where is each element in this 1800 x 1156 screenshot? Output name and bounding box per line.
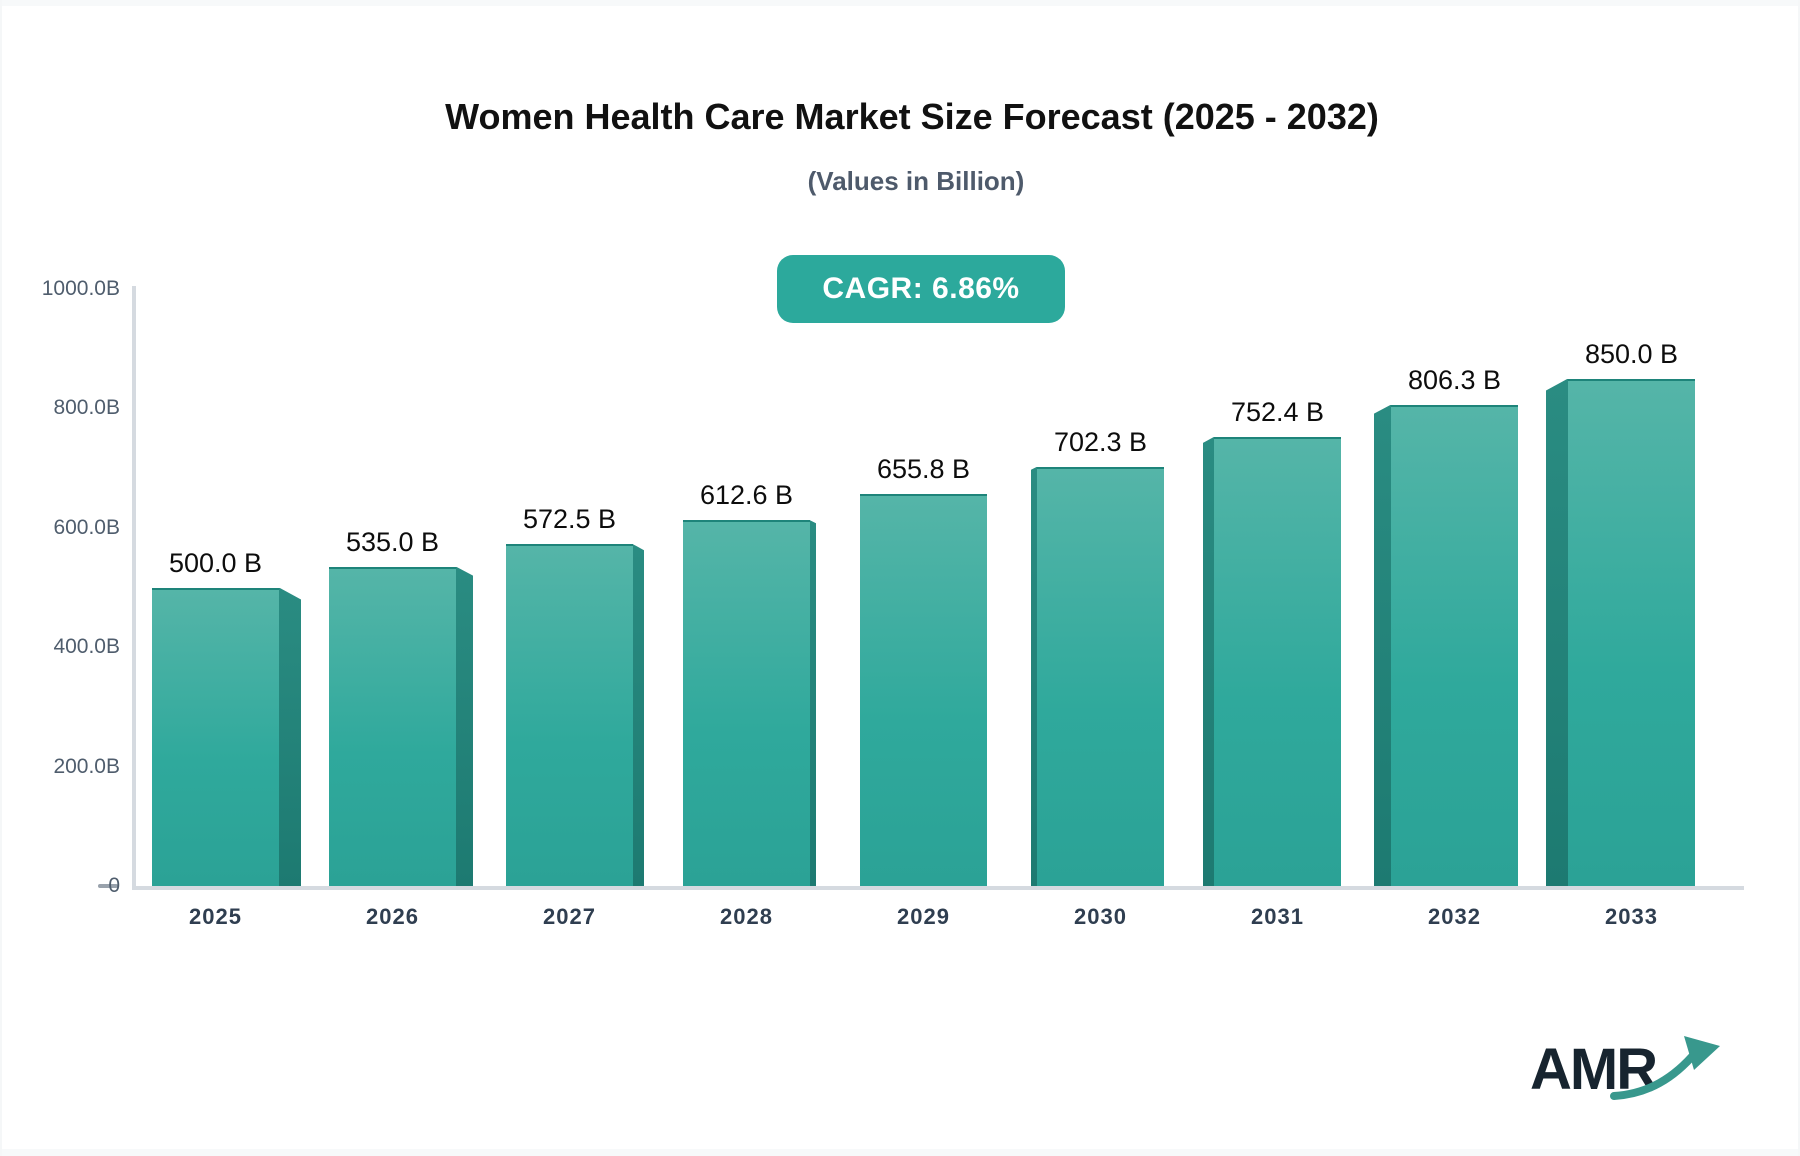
bar-3d-side-face	[810, 520, 816, 886]
y-axis-tick-label: 400.0B	[53, 635, 120, 659]
top-edge-strip	[2, 0, 1798, 6]
bar-value-label: 572.5 B	[522, 504, 617, 535]
bar-value-label: 702.3 B	[1053, 426, 1148, 457]
bar-value-label: 752.4 B	[1230, 396, 1325, 427]
bar-2025	[152, 587, 279, 886]
y-axis-tick-label: 800.0B	[53, 396, 120, 420]
x-axis-tick-label: 2026	[366, 904, 419, 929]
bottom-edge-strip	[2, 1149, 1798, 1156]
x-axis-tick-label: 2028	[720, 904, 773, 929]
x-axis-line	[132, 886, 1744, 890]
cagr-badge: CAGR: 6.86%	[777, 255, 1065, 323]
chart-subtitle: (Values in Billion)	[807, 166, 1025, 196]
zero-tick-mark	[98, 884, 118, 888]
y-axis-line	[132, 286, 136, 890]
x-axis-tick-label: 2029	[897, 904, 950, 929]
x-axis-tick-label: 2032	[1428, 904, 1481, 929]
bar-2032	[1391, 404, 1518, 886]
bar-3d-side-face	[1031, 466, 1037, 886]
bar-2028	[683, 520, 810, 886]
bar-value-label: 535.0 B	[345, 526, 440, 557]
bar-3d-side-face	[1374, 404, 1391, 886]
y-axis-tick-label: 1000.0B	[41, 277, 120, 300]
bar-2026	[329, 566, 456, 886]
bar-3d-side-face	[456, 566, 473, 886]
bar-2031	[1214, 436, 1341, 886]
bar-value-label: 612.6 B	[699, 480, 794, 511]
y-axis-tick-label: 600.0B	[53, 515, 120, 539]
bar-2029	[860, 494, 987, 886]
bar-3d-side-face	[279, 587, 301, 886]
chart-title: Women Health Care Market Size Forecast (…	[445, 96, 1379, 137]
y-axis-tick-label: 0	[108, 874, 120, 897]
bar-value-label: 806.3 B	[1407, 364, 1502, 395]
bar-3d-side-face	[1546, 378, 1568, 886]
bar-3d-side-face	[1203, 436, 1214, 886]
bar-2027	[506, 544, 633, 886]
x-axis-tick-label: 2025	[189, 904, 242, 929]
x-axis-tick-label: 2031	[1251, 904, 1304, 929]
x-axis-tick-label: 2033	[1605, 904, 1658, 929]
x-axis-tick-label: 2030	[1074, 904, 1127, 929]
bar-2030	[1037, 466, 1164, 886]
bar-value-label: 655.8 B	[876, 454, 971, 485]
bar-2033	[1568, 378, 1695, 886]
bar-value-label: 850.0 B	[1584, 338, 1679, 369]
bar-value-label: 500.0 B	[168, 547, 263, 578]
y-axis-tick-label: 200.0B	[53, 754, 120, 778]
x-axis-tick-label: 2027	[543, 904, 596, 929]
amr-logo: AMR	[1530, 1030, 1760, 1110]
bar-3d-side-face	[633, 544, 644, 886]
growth-arrow-icon	[1610, 1036, 1720, 1100]
